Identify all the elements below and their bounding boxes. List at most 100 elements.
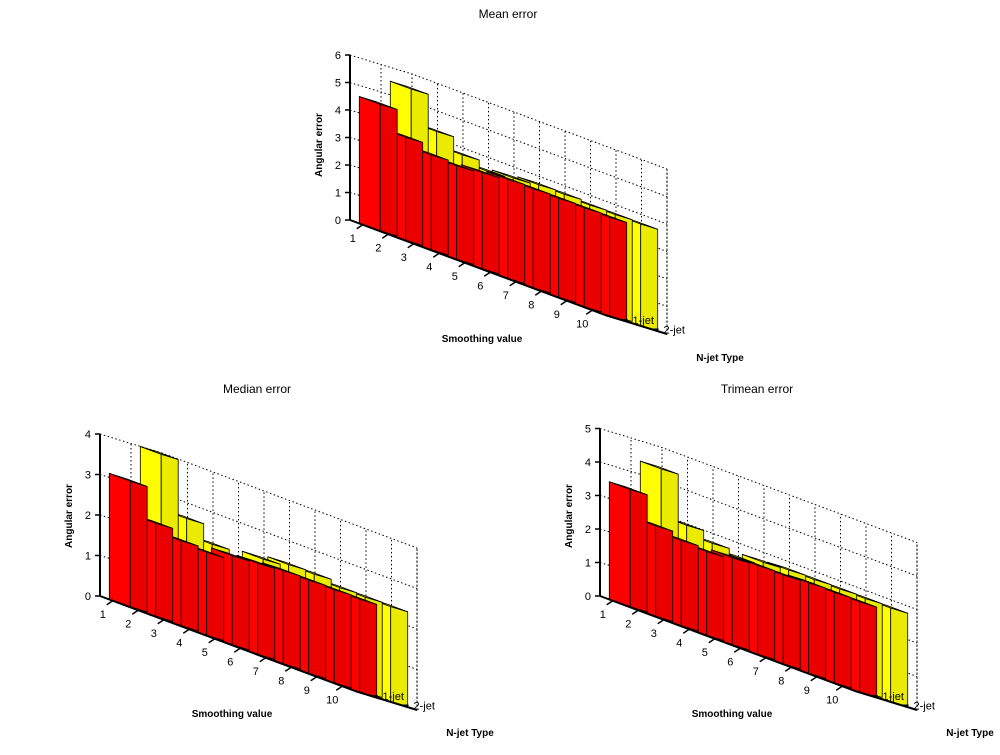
chart-title: Mean error (479, 7, 538, 21)
y-tick-label: 0 (585, 591, 591, 603)
bar-side-face (180, 540, 199, 632)
bar-1-jet-1 (608, 481, 648, 613)
bar-top-face (108, 472, 148, 487)
x-tick-label: 9 (804, 685, 810, 697)
bar-top-face (787, 574, 827, 589)
bar-side-face (405, 136, 424, 246)
bar-top-face (389, 80, 429, 95)
bar-side-face (155, 522, 174, 622)
y-tick-label: 4 (335, 105, 341, 117)
x-tick-label: 5 (452, 271, 458, 283)
x-axis (349, 219, 606, 316)
bar-side-face (282, 570, 301, 670)
x-tick (631, 609, 639, 615)
y-tick-label: 3 (585, 491, 591, 503)
bar-top-face (767, 561, 807, 576)
x-tick-label: 8 (278, 675, 284, 687)
bar-side-face (430, 154, 449, 256)
bar-1-jet-1 (358, 96, 398, 237)
bar-side-face (308, 579, 327, 679)
x-tick (682, 628, 690, 634)
trimean-error-chart: Trimean error Angular error Smoothing va… (564, 382, 994, 739)
y-axis-label: Angular error (64, 484, 75, 548)
bar-side-face (808, 582, 827, 679)
x-tick (585, 309, 593, 315)
bar-side-face (609, 216, 628, 322)
bar-side-face (782, 574, 801, 670)
x-tick-label: 4 (426, 261, 432, 273)
z-tick-label: 1-jet (633, 315, 654, 327)
x-tick-label: 10 (826, 694, 838, 706)
bar-front-face (608, 481, 631, 608)
x-tick-label: 10 (576, 318, 588, 330)
bar-1-jet-1 (108, 472, 148, 613)
x-axis-label: Smoothing value (442, 334, 523, 345)
bar-side-face (456, 165, 475, 265)
x-tick-label: 8 (778, 675, 784, 687)
z-tick-label: 2-jet (414, 700, 435, 712)
bar-side-face (206, 551, 225, 641)
x-tick (407, 243, 415, 249)
x-tick (708, 638, 716, 644)
x-tick-label: 7 (503, 290, 509, 302)
mean-error-chart: Mean error Angular error Smoothing value… (314, 7, 744, 364)
bar-top-face (236, 555, 276, 569)
x-tick (733, 647, 741, 653)
bar-top-face (736, 557, 776, 572)
y-tick-label: 2 (585, 524, 591, 536)
x-tick (432, 252, 440, 258)
bar-side-face (583, 207, 602, 313)
x-tick (458, 262, 466, 268)
x-tick-label: 2 (125, 618, 131, 630)
y-tick-label: 5 (585, 424, 591, 436)
z-axis (604, 314, 668, 335)
x-tick (233, 647, 241, 653)
y-tick-label: 4 (85, 429, 91, 441)
bar-front-face (358, 96, 381, 232)
x-tick (259, 657, 267, 663)
x-tick (106, 600, 114, 606)
x-tick (310, 676, 318, 682)
bar-side-face (558, 197, 577, 303)
x-tick-label: 6 (727, 656, 733, 668)
y-tick-label: 3 (85, 470, 91, 482)
y-tick-label: 3 (335, 133, 341, 145)
y-tick-label: 4 (585, 457, 591, 469)
bar-top-face (491, 169, 531, 184)
bar-top-face (517, 176, 557, 191)
x-tick (208, 638, 216, 644)
bar-side-face (629, 489, 648, 613)
bar-side-face (680, 540, 699, 632)
x-tick (381, 233, 389, 239)
x-tick (784, 666, 792, 672)
x-tick-label: 4 (676, 637, 682, 649)
bar-side-face (359, 598, 378, 698)
x-tick-label: 1 (600, 609, 606, 621)
bar-side-face (257, 562, 276, 660)
z-tick-label: 1-jet (383, 691, 404, 703)
bar-top-face (741, 554, 781, 568)
x-tick (284, 666, 292, 672)
bar-side-face (333, 589, 352, 689)
x-tick (509, 281, 517, 287)
bar-top-face (267, 556, 307, 571)
bar-side-face (731, 557, 750, 651)
x-tick-label: 7 (753, 666, 759, 678)
x-tick (606, 600, 614, 606)
x-tick-label: 10 (326, 694, 338, 706)
x-tick-label: 1 (100, 609, 106, 621)
bar-side-face (757, 565, 776, 660)
x-axis (599, 595, 856, 692)
gridline (349, 54, 668, 170)
x-tick (534, 290, 542, 296)
bar-side-face (532, 188, 551, 294)
y-axis-label: Angular error (564, 484, 575, 548)
bar-top-face (241, 550, 281, 565)
z-tick-label: 1-jet (883, 691, 904, 703)
x-tick-label: 3 (401, 252, 407, 264)
z-tick-label: 2-jet (664, 324, 685, 336)
gridline (99, 433, 418, 549)
bar-side-face (706, 551, 725, 641)
bar-side-face (129, 480, 148, 613)
